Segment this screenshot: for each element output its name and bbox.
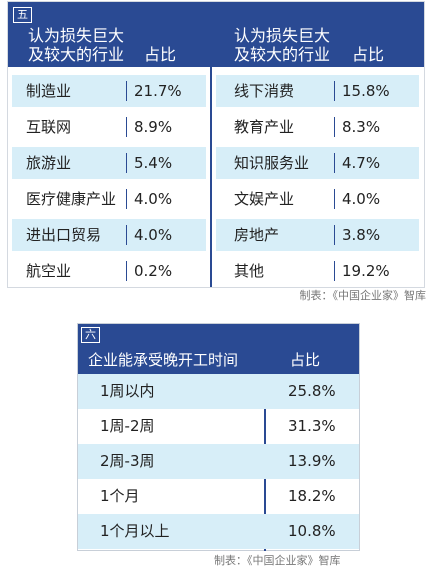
industry-cell: 教育产业: [234, 118, 295, 136]
industry-loss-table: 五 认为损失巨大 及较大的行业 占比 认为损失巨大 及较大的行业 占比 制造业 2…: [7, 1, 425, 288]
industry-cell: 房地产: [234, 226, 280, 244]
industry-cell: 知识服务业: [234, 154, 310, 172]
industry-cell: 互联网: [26, 118, 72, 136]
duration-cell: 1周以内: [100, 382, 155, 400]
table-row: 2周-3周 13.9%: [78, 444, 359, 479]
left-share-header: 占比: [144, 45, 177, 64]
share-cell: 8.3%: [342, 118, 381, 136]
industry-cell: 旅游业: [26, 154, 72, 172]
left-table-row: 航空业 0.2%: [12, 255, 206, 287]
duration-header: 企业能承受晚开工时间: [88, 351, 239, 369]
delay-tolerance-table: 六 企业能承受晚开工时间 占比 1周以内 25.8% 1周-2周 31.3% 2周-3周…: [77, 323, 360, 551]
cell-separator: [334, 153, 335, 173]
left-table-row: 医疗健康产业 4.0%: [12, 183, 206, 215]
cell-separator: [334, 225, 335, 245]
left-table-row: 旅游业 5.4%: [12, 147, 206, 179]
table-header: 六 企业能承受晚开工时间 占比: [78, 324, 359, 374]
table-row: 1周-2周 31.3%: [78, 409, 359, 444]
share-cell: 4.0%: [134, 226, 173, 244]
left-industry-header-line2: 及较大的行业: [28, 45, 125, 64]
cell-separator: [126, 225, 127, 245]
share-cell: 10.8%: [288, 522, 336, 540]
left-table-row: 互联网 8.9%: [12, 111, 206, 143]
left-industry-header-line1: 认为损失巨大: [28, 26, 125, 45]
industry-cell: 航空业: [26, 262, 72, 280]
table-header: 五 认为损失巨大 及较大的行业 占比 认为损失巨大 及较大的行业 占比: [8, 2, 424, 67]
share-cell: 4.7%: [342, 154, 381, 172]
share-header: 占比: [290, 351, 321, 369]
cell-separator: [334, 81, 335, 101]
share-cell: 3.8%: [342, 226, 381, 244]
industry-cell: 制造业: [26, 82, 72, 100]
table-row: 1周以内 25.8%: [78, 374, 359, 409]
cell-separator: [334, 261, 335, 281]
duration-cell: 1个月: [100, 487, 140, 505]
share-cell: 5.4%: [134, 154, 173, 172]
cell-separator: [334, 189, 335, 209]
right-table-row: 文娱产业 4.0%: [216, 183, 419, 215]
table-source-note: 制表：《中国企业家》智库: [299, 289, 427, 302]
section-tag: 五: [13, 7, 32, 23]
right-table-row: 其他 19.2%: [216, 255, 419, 287]
cell-separator: [126, 81, 127, 101]
center-divider: [210, 67, 212, 287]
share-cell: 0.2%: [134, 262, 173, 280]
right-table-row: 线下消费 15.8%: [216, 75, 419, 107]
share-cell: 8.9%: [134, 118, 173, 136]
industry-cell: 医疗健康产业: [26, 190, 117, 208]
industry-cell: 其他: [234, 262, 265, 280]
share-cell: 4.0%: [342, 190, 381, 208]
share-cell: 15.8%: [342, 82, 390, 100]
share-cell: 13.9%: [288, 452, 336, 470]
industry-cell: 线下消费: [234, 82, 295, 100]
section-tag: 六: [81, 327, 100, 343]
cell-separator: [334, 117, 335, 137]
right-table-row: 房地产 3.8%: [216, 219, 419, 251]
table-row: 1个月 18.2%: [78, 479, 359, 514]
share-cell: 19.2%: [342, 262, 390, 280]
share-cell: 4.0%: [134, 190, 173, 208]
duration-cell: 1周-2周: [100, 417, 155, 435]
table-row: 1个月以上 10.8%: [78, 514, 359, 549]
industry-cell: 进出口贸易: [26, 226, 102, 244]
cell-separator: [126, 261, 127, 281]
duration-cell: 2周-3周: [100, 452, 155, 470]
share-cell: 25.8%: [288, 382, 336, 400]
table-source-note: 制表：《中国企业家》智库: [214, 554, 341, 567]
right-table-row: 知识服务业 4.7%: [216, 147, 419, 179]
share-cell: 18.2%: [288, 487, 336, 505]
right-table-row: 教育产业 8.3%: [216, 111, 419, 143]
industry-cell: 文娱产业: [234, 190, 295, 208]
right-share-header: 占比: [352, 45, 385, 64]
share-cell: 31.3%: [288, 417, 336, 435]
duration-cell: 1个月以上: [100, 522, 170, 540]
cell-separator: [126, 189, 127, 209]
cell-separator: [126, 153, 127, 173]
right-industry-header-line2: 及较大的行业: [234, 45, 331, 64]
right-industry-header-line1: 认为损失巨大: [234, 26, 331, 45]
cell-separator: [126, 117, 127, 137]
share-cell: 21.7%: [134, 82, 182, 100]
left-table-row: 制造业 21.7%: [12, 75, 206, 107]
left-table-row: 进出口贸易 4.0%: [12, 219, 206, 251]
